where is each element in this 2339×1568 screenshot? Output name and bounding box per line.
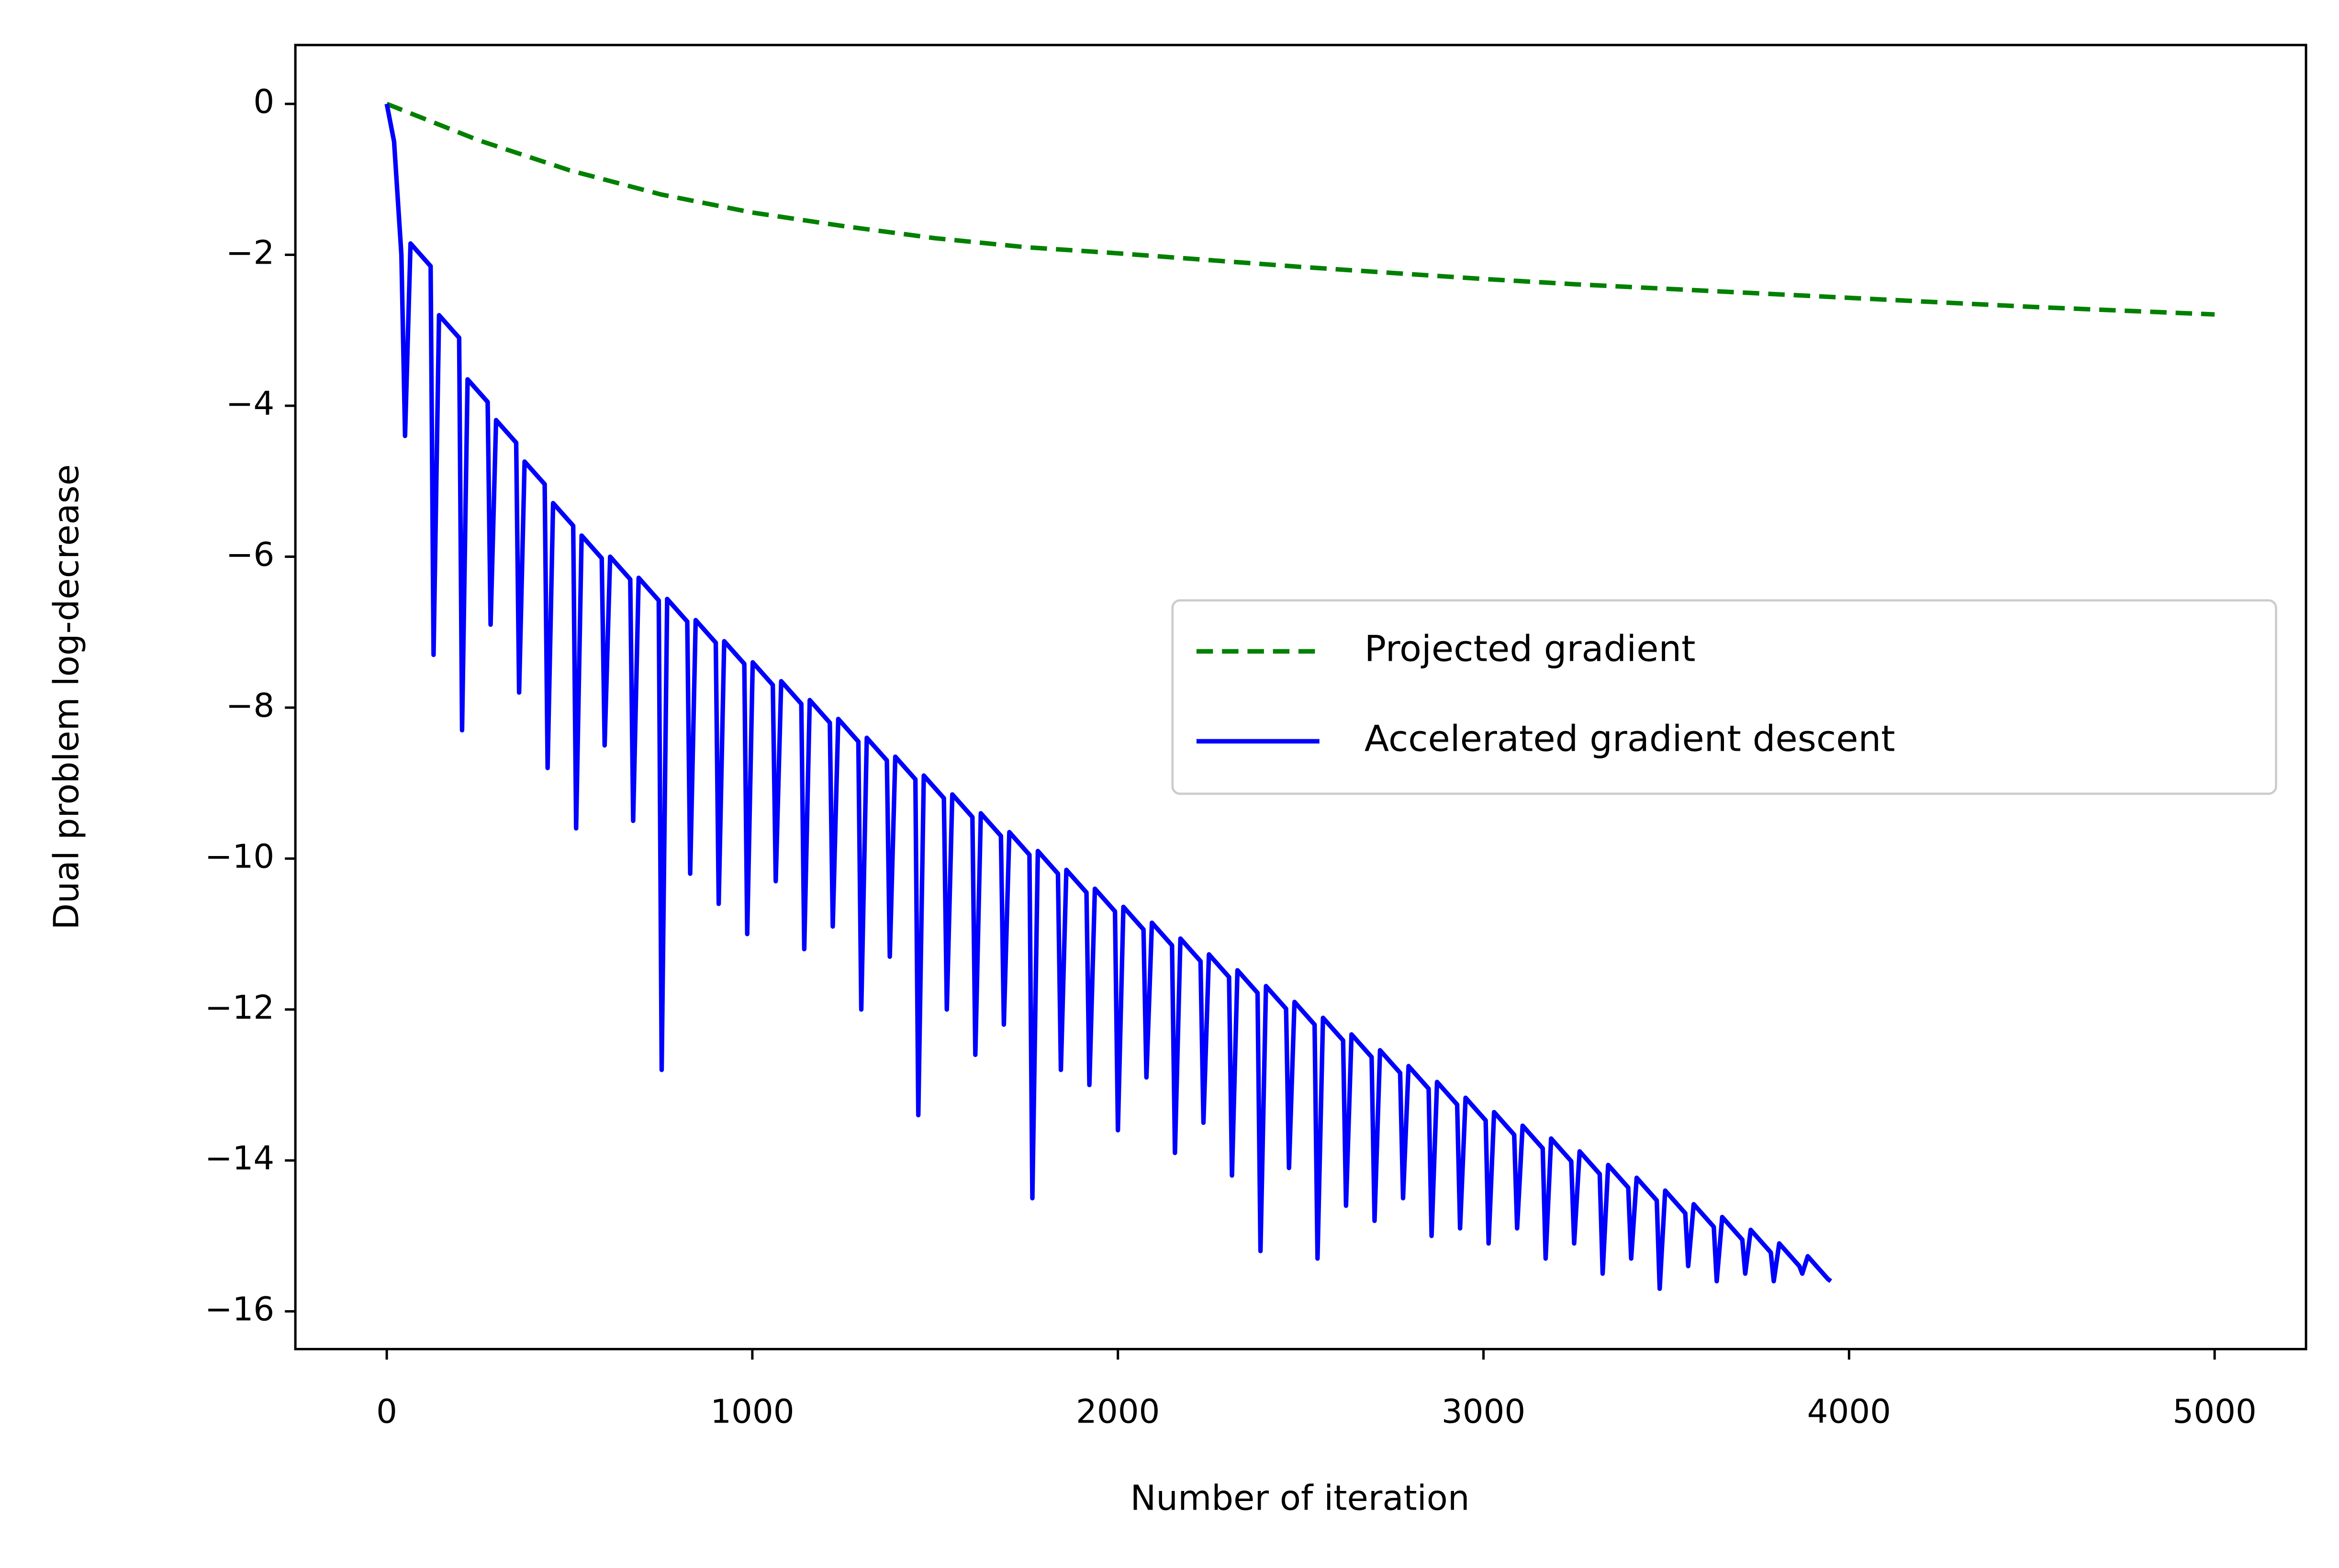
- x-tick-label: 5000: [2172, 1392, 2256, 1431]
- y-tick-label: 0: [253, 83, 274, 121]
- x-axis-label: Number of iteration: [1130, 1478, 1470, 1518]
- series-line: [386, 101, 2215, 317]
- y-tick-label: −16: [205, 1290, 274, 1329]
- x-tick-label: 3000: [1442, 1392, 1525, 1431]
- x-tick-label: 1000: [710, 1392, 794, 1431]
- y-tick-label: −6: [226, 535, 275, 574]
- y-tick-label: −10: [205, 837, 274, 876]
- legend-label: Projected gradient: [1365, 628, 1696, 670]
- y-tick-label: −8: [226, 687, 275, 725]
- y-tick-label: −12: [205, 989, 274, 1027]
- legend: Projected gradient Accelerated gradient d…: [1171, 599, 2277, 795]
- legend-label: Accelerated gradient descent: [1365, 718, 1895, 760]
- y-tick-label: −14: [205, 1139, 274, 1178]
- y-axis-label: Dual problem log-decrease: [46, 464, 87, 930]
- y-tick-label: −4: [226, 385, 275, 423]
- legend-box: [1171, 599, 2277, 795]
- x-tick-label: 2000: [1076, 1392, 1160, 1431]
- y-tick-label: −2: [226, 234, 275, 272]
- x-tick-label: 4000: [1807, 1392, 1891, 1431]
- plot-frame: [294, 44, 2307, 1351]
- series-line: [384, 103, 1833, 1291]
- x-tick-label: 0: [376, 1392, 397, 1431]
